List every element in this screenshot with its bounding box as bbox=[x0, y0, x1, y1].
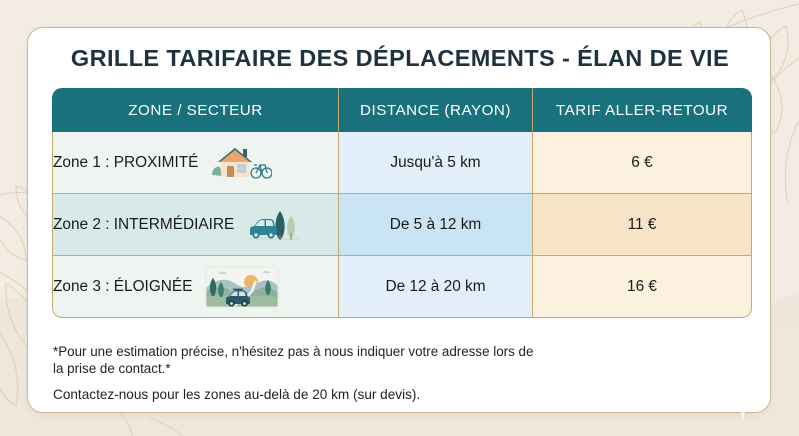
zone-label: Zone 1 : PROXIMITÉ bbox=[53, 153, 199, 171]
zone-label: Zone 3 : ÉLOIGNÉE bbox=[53, 277, 193, 295]
cell-zone: Zone 1 : PROXIMITÉ bbox=[52, 132, 339, 194]
page-title: GRILLE TARIFAIRE DES DÉPLACEMENTS - ÉLAN… bbox=[70, 45, 730, 71]
cell-zone: Zone 2 : INTERMÉDIAIRE bbox=[52, 194, 339, 256]
cell-zone: Zone 3 : ÉLOIGNÉE bbox=[52, 256, 339, 318]
cell-distance: Jusqu'à 5 km bbox=[339, 132, 533, 194]
pricing-table: ZONE / SECTEUR DISTANCE (RAYON) TARIF AL… bbox=[52, 88, 752, 318]
footnote-estimation: *Pour une estimation précise, n'hésitez … bbox=[53, 344, 534, 376]
cell-distance: De 12 à 20 km bbox=[339, 256, 533, 318]
pricing-card: GRILLE TARIFAIRE DES DÉPLACEMENTS - ÉLAN… bbox=[27, 27, 771, 413]
header-distance: DISTANCE (RAYON) bbox=[339, 88, 533, 132]
table-header-row: ZONE / SECTEUR DISTANCE (RAYON) TARIF AL… bbox=[52, 88, 752, 132]
table-row: Zone 1 : PROXIMITÉ bbox=[52, 132, 752, 194]
landscape-car-icon bbox=[204, 264, 280, 310]
cell-tarif: 11 € bbox=[533, 194, 752, 256]
cell-tarif: 16 € bbox=[533, 256, 752, 318]
footnotes: *Pour une estimation précise, n'hésitez … bbox=[53, 343, 693, 403]
table-row: Zone 3 : ÉLOIGNÉE bbox=[52, 256, 752, 318]
cell-distance: De 5 à 12 km bbox=[339, 194, 533, 256]
header-zone: ZONE / SECTEUR bbox=[52, 88, 339, 132]
header-tarif: TARIF ALLER-RETOUR bbox=[533, 88, 752, 132]
house-bicycle-icon bbox=[210, 143, 273, 183]
zone-label: Zone 2 : INTERMÉDIAIRE bbox=[53, 215, 235, 233]
table-row: Zone 2 : INTERMÉDIAIRE bbox=[52, 194, 752, 256]
footnote-contact: Contactez-nous pour les zones au-delà de… bbox=[53, 387, 421, 402]
cell-tarif: 6 € bbox=[533, 132, 752, 194]
car-trees-icon bbox=[246, 205, 302, 245]
